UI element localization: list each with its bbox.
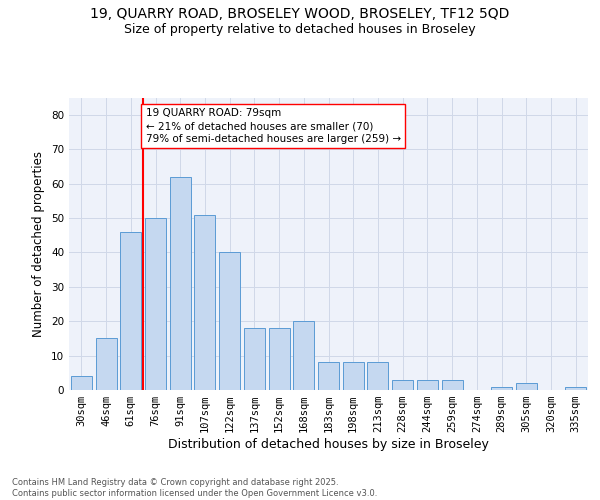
- Text: Contains HM Land Registry data © Crown copyright and database right 2025.
Contai: Contains HM Land Registry data © Crown c…: [12, 478, 377, 498]
- Text: 19 QUARRY ROAD: 79sqm
← 21% of detached houses are smaller (70)
79% of semi-deta: 19 QUARRY ROAD: 79sqm ← 21% of detached …: [146, 108, 401, 144]
- Bar: [293, 321, 314, 390]
- Bar: [170, 176, 191, 390]
- Bar: [145, 218, 166, 390]
- Text: Size of property relative to detached houses in Broseley: Size of property relative to detached ho…: [124, 22, 476, 36]
- Bar: [491, 386, 512, 390]
- Bar: [219, 252, 240, 390]
- Bar: [269, 328, 290, 390]
- Bar: [392, 380, 413, 390]
- Bar: [367, 362, 388, 390]
- Bar: [95, 338, 116, 390]
- Bar: [120, 232, 141, 390]
- Bar: [194, 214, 215, 390]
- Bar: [244, 328, 265, 390]
- Bar: [71, 376, 92, 390]
- Bar: [318, 362, 339, 390]
- X-axis label: Distribution of detached houses by size in Broseley: Distribution of detached houses by size …: [168, 438, 489, 451]
- Bar: [442, 380, 463, 390]
- Bar: [343, 362, 364, 390]
- Y-axis label: Number of detached properties: Number of detached properties: [32, 151, 46, 337]
- Text: 19, QUARRY ROAD, BROSELEY WOOD, BROSELEY, TF12 5QD: 19, QUARRY ROAD, BROSELEY WOOD, BROSELEY…: [91, 8, 509, 22]
- Bar: [516, 383, 537, 390]
- Bar: [565, 386, 586, 390]
- Bar: [417, 380, 438, 390]
